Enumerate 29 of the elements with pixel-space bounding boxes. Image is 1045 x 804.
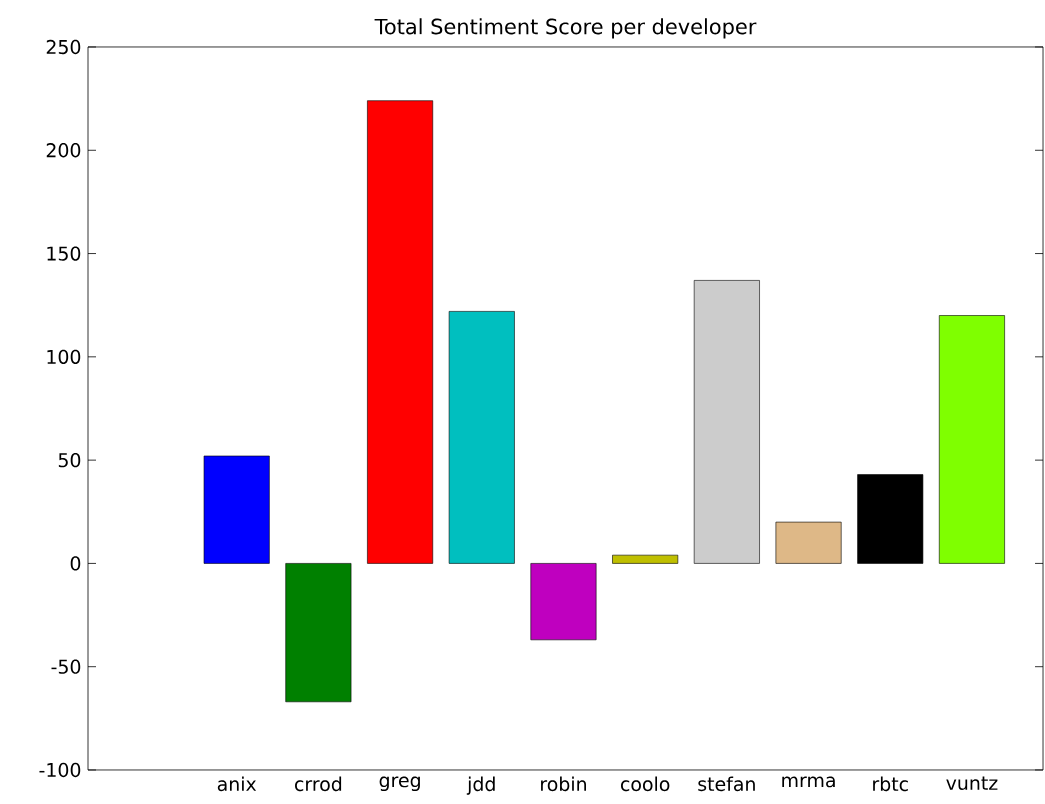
y-tick-label: 150	[47, 246, 81, 261]
x-tick-label: jdd	[466, 776, 495, 795]
y-tick-label: 0	[70, 556, 81, 571]
y-tick-label: 100	[47, 349, 81, 364]
x-tick-label: anix	[217, 776, 257, 792]
y-tick-label: 50	[58, 452, 81, 468]
x-tick-label: stefan	[698, 776, 755, 792]
bar	[448, 311, 515, 564]
y-tick-label: 200	[46, 143, 81, 158]
y-tick-label: -50	[51, 659, 81, 674]
bar	[203, 455, 270, 564]
bar	[530, 563, 597, 641]
x-tick-label: vuntz	[946, 776, 998, 791]
x-tick-label: coolo	[621, 776, 670, 792]
y-tick-label: 250	[46, 39, 81, 55]
bar	[775, 521, 842, 564]
x-tick-label: mrma	[782, 776, 835, 788]
bar	[367, 100, 434, 564]
bar	[857, 474, 924, 564]
bar	[693, 280, 760, 564]
bar	[938, 315, 1005, 564]
x-tick-label: rbtc	[873, 776, 908, 792]
x-tick-label: greg	[379, 776, 420, 792]
y-tick-label: -100	[39, 762, 81, 778]
bar	[612, 554, 679, 564]
x-tick-label: robin	[541, 776, 586, 792]
x-tick-label: crrod	[295, 776, 342, 792]
bar	[285, 563, 352, 703]
chart-title: Total Sentiment Score per developer	[374, 18, 757, 39]
